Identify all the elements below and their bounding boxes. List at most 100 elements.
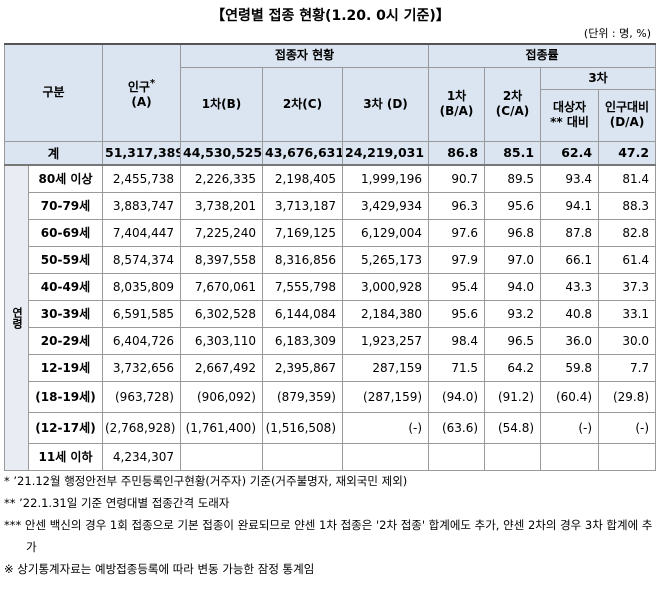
cell: 8,574,374 [102, 245, 181, 274]
cell: 3,732,656 [102, 353, 181, 382]
cell: 37.3 [598, 272, 657, 301]
header-cell: 1차(B) [180, 66, 263, 142]
cell: 96.3 [428, 191, 486, 220]
row-label: 50-59세 [28, 245, 103, 274]
cell: 40.8 [540, 299, 600, 328]
cell: 1,999,196 [341, 164, 430, 193]
cell: 6,144,084 [262, 299, 343, 328]
empty-cell [262, 442, 343, 471]
cell: 6,591,585 [102, 299, 181, 328]
cell: 96.8 [484, 218, 542, 247]
table-row: 60-69세 7,404,447 7,225,240 7,169,125 6,129,0… [5, 218, 657, 247]
header-cell: 인구* (A) [102, 43, 181, 142]
total-row: 계 51,317,389 44,530,525 43,676,631 24,219,03… [4, 140, 657, 166]
header-cell: 2차(C) [262, 66, 343, 142]
cell: 6,303,110 [180, 326, 263, 355]
cell: 82.8 [598, 218, 657, 247]
header-cell: 3차 (D) [341, 66, 430, 142]
row-label: 30-39세 [28, 299, 103, 328]
cell: 95.6 [428, 299, 486, 328]
row-label: 60-69세 [28, 218, 103, 247]
cell: (1,761,400) [180, 411, 263, 444]
header-cell: 3차 [540, 66, 657, 90]
cell: 287,159 [341, 353, 430, 382]
table-row: 11세 이하 4,234,307 [5, 442, 657, 471]
cell: 62.4 [540, 140, 600, 166]
cell: (-) [540, 411, 600, 444]
table-row: 20-29세 6,404,726 6,303,110 6,183,309 1,923,2… [5, 326, 657, 355]
cell: (63.6) [428, 411, 486, 444]
table-row: 30-39세 6,591,585 6,302,528 6,144,084 2,184,3… [5, 299, 657, 328]
cell: 97.9 [428, 245, 486, 274]
cell: 43,676,631 [262, 140, 343, 166]
cell: 7,670,061 [180, 272, 263, 301]
cell: 95.4 [428, 272, 486, 301]
cell: 6,302,528 [180, 299, 263, 328]
cell: (963,728) [102, 380, 181, 413]
cell: 8,316,856 [262, 245, 343, 274]
cell: 33.1 [598, 299, 657, 328]
cell: 64.2 [484, 353, 542, 382]
vaccination-table: 구분 인구* (A) 접종자 현황 접종률 1차(B) 2차(C) 3차 (D) … [4, 43, 657, 471]
cell: (-) [598, 411, 657, 444]
row-label: 40-49세 [28, 272, 103, 301]
row-label: 20-29세 [28, 326, 103, 355]
cell: 2,455,738 [102, 164, 181, 193]
cell: 85.1 [484, 140, 542, 166]
cell: 47.2 [598, 140, 657, 166]
cell: 36.0 [540, 326, 600, 355]
cell: 81.4 [598, 164, 657, 193]
row-label: 계 [4, 140, 103, 166]
cell: 61.4 [598, 245, 657, 274]
row-label: 80세 이상 [28, 164, 103, 193]
cell: (-) [341, 411, 430, 444]
cell: 30.0 [598, 326, 657, 355]
header-cell: 대상자 ** 대비 [540, 88, 600, 142]
table-row: 70-79세 3,883,747 3,738,201 3,713,187 3,429,9… [5, 191, 657, 220]
cell: 7.7 [598, 353, 657, 382]
footnote: *** 안센 백신의 경우 1회 접종으로 기본 접종이 완료되므로 얀센 1차… [4, 518, 653, 554]
cell: 6,129,004 [341, 218, 430, 247]
footnote: * ’21.12월 행정안전부 주민등록인구현황(거주자) 기준(거주불명자, … [4, 474, 408, 488]
cell: 6,183,309 [262, 326, 343, 355]
header-text: 인구 [127, 79, 150, 94]
cell: 3,738,201 [180, 191, 263, 220]
row-label: 70-79세 [28, 191, 103, 220]
cell: 95.6 [484, 191, 542, 220]
cell: (906,092) [180, 380, 263, 413]
unit-label: (단위 : 명, %) [583, 27, 651, 40]
cell: 3,429,934 [341, 191, 430, 220]
cell: 94.0 [484, 272, 542, 301]
cell: (60.4) [540, 380, 600, 413]
table-row: 50-59세 8,574,374 8,397,558 8,316,856 5,265,1… [5, 245, 657, 274]
cell: 96.5 [484, 326, 542, 355]
empty-cell [428, 442, 486, 471]
cell: (1,516,508) [262, 411, 343, 444]
cell: 4,234,307 [102, 442, 181, 471]
header-text: 대상자 [552, 100, 587, 114]
cell: (879,359) [262, 380, 343, 413]
header-cell: 구분 [4, 43, 103, 142]
header-cell: 접종자 현황 [179, 43, 430, 68]
cell: 71.5 [428, 353, 486, 382]
cell: 87.8 [540, 218, 600, 247]
header-text: (D/A) [609, 115, 645, 129]
empty-cell [540, 442, 600, 471]
cell: 93.2 [484, 299, 542, 328]
side-label: 연령 [4, 164, 29, 471]
cell: 51,317,389 [102, 140, 181, 166]
cell: (29.8) [598, 380, 657, 413]
cell: 6,404,726 [102, 326, 181, 355]
row-label: (18-19세) [28, 380, 103, 413]
header-text: 2차 [502, 89, 523, 103]
empty-cell [598, 442, 657, 471]
header-cell: 인구대비 (D/A) [598, 88, 657, 142]
cell: 8,035,809 [102, 272, 181, 301]
header-text: (A) [131, 94, 152, 109]
cell: 1,923,257 [341, 326, 430, 355]
cell: (287,159) [341, 380, 430, 413]
table-row: (18-19세) (963,728) (906,092) (879,359) (287,… [5, 380, 657, 413]
table-row: 12-19세 3,732,656 2,667,492 2,395,867 287,159… [5, 353, 657, 382]
cell: 66.1 [540, 245, 600, 274]
